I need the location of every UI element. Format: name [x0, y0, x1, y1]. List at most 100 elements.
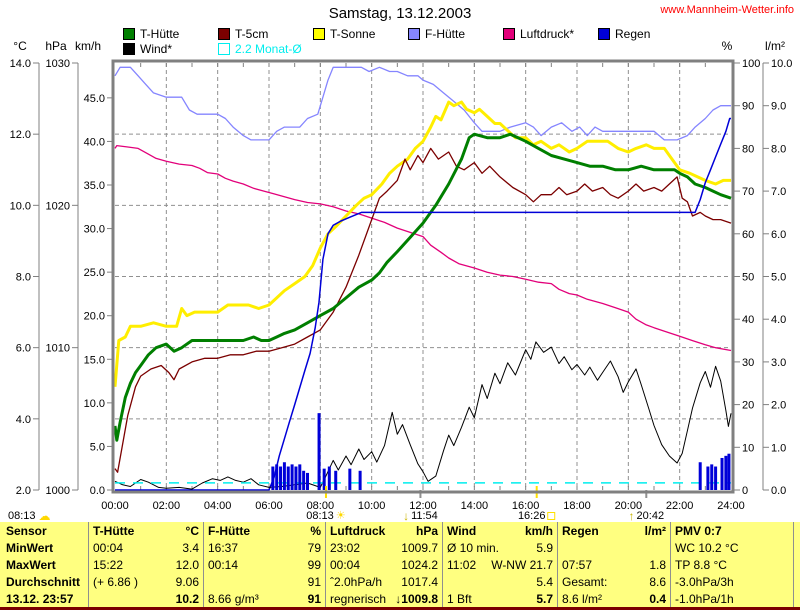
- stats-col-unit: hPa: [415, 523, 438, 538]
- axis-tick-label: 10: [742, 442, 754, 454]
- stats-col-header: F-Hütte: [208, 523, 250, 538]
- rain-bar: [298, 464, 302, 490]
- axis-unit-hpa: hPa: [45, 39, 67, 53]
- axis-tick-label: 30: [742, 357, 754, 369]
- axis-tick-label: 14.0: [10, 58, 31, 70]
- stats-cell-text: ˆ2.0hPa/h: [330, 574, 383, 589]
- axis-tick-label: 5.0: [771, 272, 786, 284]
- stats-cell-text: TP 8.8 °C: [675, 557, 727, 572]
- axis-tick-label: 3.0: [771, 357, 786, 369]
- axis-unit-l-m: l/m²: [765, 39, 785, 53]
- rain-bar: [727, 453, 731, 490]
- stats-filler: [793, 522, 800, 539]
- axis-tick-label: 50: [742, 272, 754, 284]
- axis-tick-label: 8.0: [16, 272, 31, 284]
- arrow-up-icon: ↑: [628, 508, 635, 523]
- rain-bar: [275, 464, 279, 490]
- stats-cell-t-h-tte: T-Hütte °C: [88, 522, 203, 539]
- series-wind: [114, 341, 732, 490]
- stats-cell-f-h-tte: 16:37 79: [203, 539, 325, 556]
- marker-time: 11:54: [411, 510, 438, 522]
- axis-tick-label: 7.0: [771, 186, 786, 198]
- stats-row-label-text: Durchschnitt: [6, 574, 81, 589]
- rain-bar: [271, 466, 275, 490]
- rain-bar: [322, 468, 326, 490]
- axis-tick-label: 8.0: [771, 143, 786, 155]
- legend-swatch: [218, 43, 230, 55]
- stats-cell-value: 91: [307, 591, 321, 606]
- axis-tick-label: 2.0: [771, 400, 786, 412]
- rain-bar: [317, 413, 321, 490]
- axis-tick-label: 10.0: [771, 58, 792, 70]
- x-tick-label: 04:00: [204, 500, 232, 512]
- stats-cell-value: 10.2: [175, 591, 199, 606]
- axis-tick-label: 10.0: [10, 200, 31, 212]
- stats-col-unit: km/h: [524, 523, 553, 538]
- axis-tick-label: 1010: [46, 343, 70, 355]
- x-tick-label: 08:00: [307, 500, 335, 512]
- rain-bar: [724, 455, 728, 490]
- axis-unit-c: °C: [13, 39, 27, 53]
- stats-cell-luftdruck: 23:02 1009.7: [325, 539, 442, 556]
- legend-label: T-Hütte: [140, 27, 180, 41]
- axis-tick-label: 35.0: [84, 180, 105, 192]
- rain-bar: [279, 466, 283, 490]
- x-tick-label: 14:00: [461, 500, 489, 512]
- legend-label: Luftdruck*: [520, 27, 575, 41]
- stats-cell-value: 8.6: [649, 574, 666, 589]
- stats-cell-value: 9.06: [175, 574, 199, 589]
- stats-cell-luftdruck: 00:04 1024.2: [325, 556, 442, 573]
- axis-tick-label: 1030: [46, 58, 70, 70]
- legend-item-wind: Wind*: [123, 42, 172, 56]
- stats-row-label: Durchschnitt: [0, 573, 88, 590]
- legend-label: 2.2 Monat-Ø: [235, 42, 302, 56]
- stats-filler: [793, 539, 800, 556]
- stats-cell-text: 16:37: [208, 540, 239, 555]
- rain-bar: [710, 464, 714, 490]
- stats-cell-value: 3.4: [182, 540, 199, 555]
- x-tick-label: 18:00: [563, 500, 591, 512]
- stats-cell-text: 07:57: [562, 557, 593, 572]
- axis-tick-label: 40.0: [84, 136, 105, 148]
- rain-bar: [334, 470, 338, 490]
- sunrise-note-time: 08:13: [8, 510, 36, 522]
- stats-cell-regen: [557, 539, 670, 556]
- stats-col-header: Regen: [562, 523, 599, 538]
- legend-label: F-Hütte: [425, 27, 466, 41]
- stats-row-label: 13.12. 23:57: [0, 590, 88, 607]
- stats-cell-text: -3.0hPa/3h: [675, 574, 734, 589]
- cloud-icon: ☁: [38, 508, 51, 523]
- stats-row-label: MinWert: [0, 539, 88, 556]
- time-markers-row: 08:13 ☁ 08:13 ☀ ↓ 11:54 16:26 ↑ 20:42: [0, 510, 800, 524]
- stats-cell-pmv-0-7: -1.0hPa/1h: [670, 590, 793, 607]
- stats-cell-t-h-tte: 15:22 12.0: [88, 556, 203, 573]
- marker-16-26: 16:26: [518, 510, 556, 522]
- axis-tick-label: 100: [742, 58, 760, 70]
- stats-cell-regen: 8.6 l/m² 0.4: [557, 590, 670, 607]
- marker-20-42: ↑ 20:42: [628, 508, 665, 523]
- axis-tick-label: 6.0: [16, 343, 31, 355]
- stats-cell-value: 1024.2: [401, 557, 438, 572]
- stats-cell-pmv-0-7: TP 8.8 °C: [670, 556, 793, 573]
- x-tick-label: 20:00: [615, 500, 643, 512]
- stats-cell-value: 5.4: [536, 574, 553, 589]
- rain-bar: [714, 466, 718, 490]
- stats-cell-luftdruck: Luftdruck hPa: [325, 522, 442, 539]
- axis-tick-label: 12.0: [10, 129, 31, 141]
- marker-08-13: 08:13 ☀: [306, 510, 345, 522]
- sunset-square-icon: [547, 512, 556, 520]
- axis-tick-label: 45.0: [84, 93, 105, 105]
- legend-item-f-h-tte: F-Hütte: [408, 27, 466, 41]
- axis-unit-km-h: km/h: [75, 39, 101, 53]
- stats-cell-text: 15:22: [93, 557, 124, 572]
- stats-cell-text: regnerisch: [330, 591, 387, 606]
- legend-item-luftdruck: Luftdruck*: [503, 27, 575, 41]
- legend-swatch: [598, 28, 610, 40]
- stats-cell-text: 8.6 l/m²: [562, 591, 603, 606]
- axis-mark: [645, 490, 648, 498]
- stats-cell-pmv-0-7: PMV 0:7: [670, 522, 793, 539]
- site-link[interactable]: www.Mannheim-Wetter.info: [660, 4, 794, 16]
- arrow-down-icon: ↓: [403, 508, 410, 523]
- rain-bar: [358, 470, 362, 490]
- stats-cell-wind: Wind km/h: [442, 522, 557, 539]
